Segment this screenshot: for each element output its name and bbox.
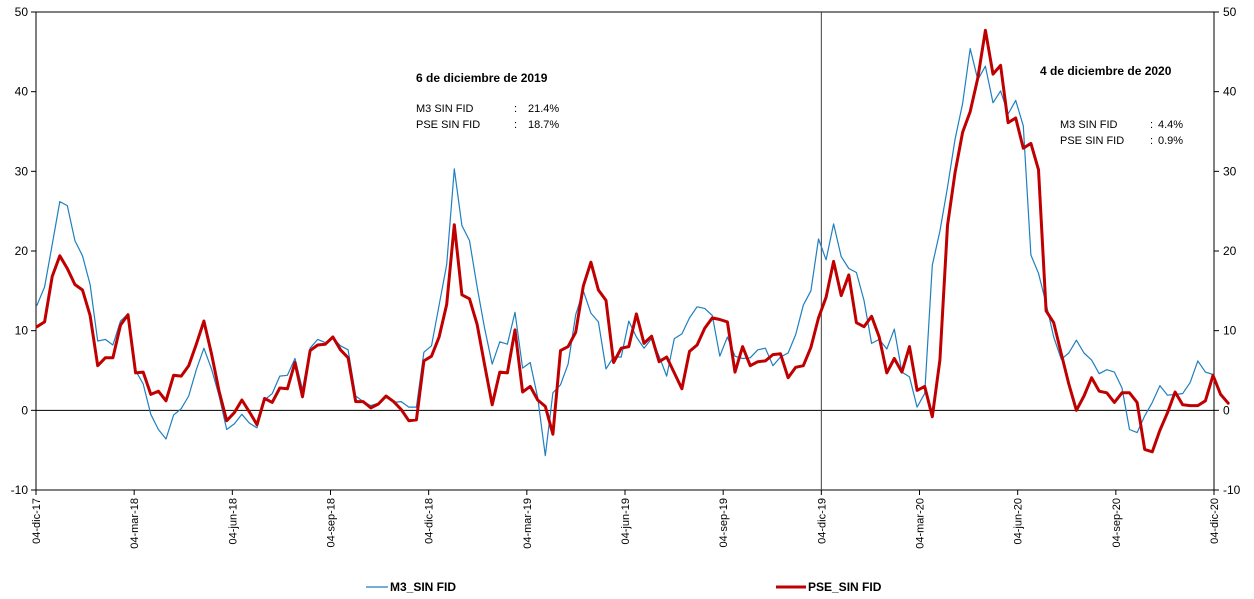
y-tick-left-label: -10 — [11, 483, 29, 497]
x-tick-label: 04-dic-20 — [1209, 498, 1221, 544]
annotation-2019-m3-label: M3 SIN FID — [416, 103, 474, 115]
y-tick-right-label: 30 — [1223, 164, 1237, 178]
annotation-2020-m3-sep: : — [1150, 119, 1153, 131]
series-line-pse-sin-fid — [35, 28, 1230, 454]
annotation-2019-m3-value: 21.4% — [528, 103, 559, 115]
annotation-2019-m3-sep: : — [514, 103, 517, 115]
y-tick-right-label: 40 — [1223, 85, 1237, 99]
annotation-2020: 4 de diciembre de 2020 M3 SIN FID : 4.4%… — [1040, 64, 1183, 147]
annotation-2020-pse-sep: : — [1150, 135, 1153, 147]
annotation-2020-title: 4 de diciembre de 2020 — [1040, 64, 1172, 78]
x-tick-label: 04-dic-19 — [816, 498, 828, 544]
annotation-2019-pse-sep: : — [514, 119, 517, 131]
annotation-2020-pse-label: PSE SIN FID — [1060, 135, 1124, 147]
legend-label-pse: PSE_SIN FID — [808, 580, 882, 594]
x-tick-label: 04-mar-20 — [915, 498, 927, 549]
x-tick-label: 04-jun-20 — [1013, 498, 1025, 544]
annotation-2019: 6 de diciembre de 2019 M3 SIN FID : 21.4… — [416, 71, 559, 131]
y-tick-left-label: 0 — [21, 403, 28, 417]
annotation-2020-pse-value: 0.9% — [1158, 135, 1183, 147]
annotation-2019-pse-value: 18.7% — [528, 119, 559, 131]
x-tick-label: 04-jun-18 — [227, 498, 239, 544]
y-tick-right-label: -10 — [1223, 483, 1241, 497]
y-tick-right-label: 10 — [1223, 324, 1237, 338]
y-tick-right-label: 20 — [1223, 244, 1237, 258]
legend: M3_SIN FID PSE_SIN FID — [366, 580, 882, 594]
y-tick-left-label: 50 — [15, 5, 29, 19]
y-tick-left-label: 10 — [15, 324, 29, 338]
axes: -10 0 10 20 30 40 50 -10 0 10 20 30 40 50 04-dic-17 04-… — [11, 5, 1241, 549]
y-tick-right-label: 50 — [1223, 5, 1237, 19]
y-tick-left-label: 40 — [15, 85, 29, 99]
x-tick-label: 04-dic-18 — [424, 498, 436, 544]
y-tick-left-label: 20 — [15, 244, 29, 258]
x-tick-label: 04-jun-19 — [620, 498, 632, 544]
x-tick-label: 04-dic-17 — [31, 498, 43, 544]
series-layer — [35, 28, 1230, 457]
legend-label-m3: M3_SIN FID — [390, 580, 456, 594]
annotation-2020-m3-value: 4.4% — [1158, 119, 1183, 131]
x-tick-label: 04-sep-20 — [1111, 498, 1123, 548]
x-tick-label: 04-mar-19 — [522, 498, 534, 549]
x-tick-label: 04-sep-19 — [718, 498, 730, 548]
x-tick-label: 04-sep-18 — [326, 498, 338, 548]
series-line-m3-sin-fid — [36, 47, 1214, 457]
plot-frame — [35, 11, 1215, 491]
x-tick-label: 04-mar-18 — [129, 498, 141, 549]
y-tick-left-label: 30 — [15, 164, 29, 178]
annotation-2020-m3-label: M3 SIN FID — [1060, 119, 1118, 131]
annotation-2019-pse-label: PSE SIN FID — [416, 119, 480, 131]
y-tick-right-label: 0 — [1223, 403, 1230, 417]
annotation-2019-title: 6 de diciembre de 2019 — [416, 71, 548, 85]
